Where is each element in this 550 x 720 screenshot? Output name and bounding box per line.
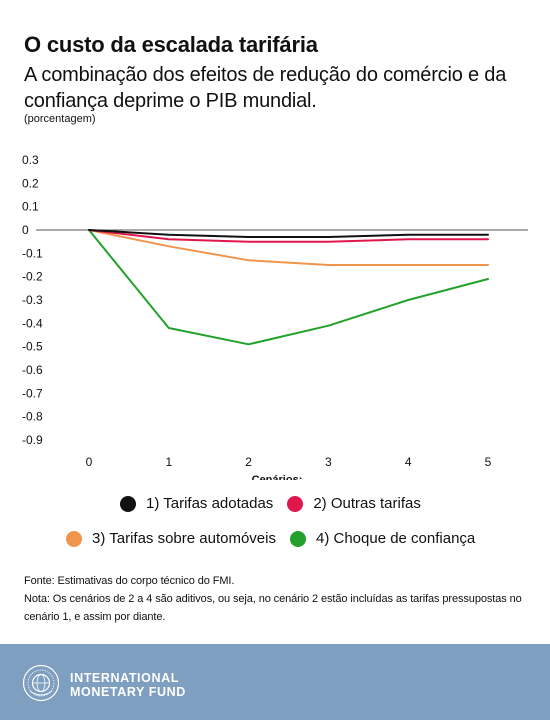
unit-label: (porcentagem) — [24, 113, 96, 125]
imf-seal-icon — [22, 664, 60, 702]
y-tick-label: -0.1 — [22, 246, 43, 260]
logo-line-2: MONETARY FUND — [70, 685, 186, 699]
chart-subtitle: A combinação dos efeitos de redução do c… — [24, 64, 507, 112]
notes: Fonte: Estimativas do corpo técnico do F… — [24, 572, 529, 626]
legend-swatch-4 — [289, 531, 306, 547]
legend-item-3: 3) Tarifas sobre automóveis — [66, 529, 276, 549]
footer-bar: INTERNATIONAL MONETARY FUND — [0, 644, 550, 720]
y-tick-label: -0.6 — [22, 363, 43, 377]
legend-swatch-3 — [66, 531, 82, 547]
chart-title: O custo da escalada tarifária — [24, 32, 318, 57]
legend-row-1: 1) Tarifas adotadas 2) Outras tarifas — [120, 494, 435, 514]
series-line-1 — [88, 229, 489, 238]
legend-label-3: 3) Tarifas sobre automóveis — [92, 530, 276, 547]
x-tick-label: 4 — [405, 455, 412, 469]
imf-logo-text: INTERNATIONAL MONETARY FUND — [70, 671, 186, 699]
y-tick-label: 0 — [22, 223, 29, 237]
y-tick-label: 0.3 — [22, 153, 39, 167]
y-tick-label: -0.3 — [22, 293, 43, 307]
legend-swatch-2 — [287, 496, 304, 512]
legend-swatch-1 — [120, 496, 136, 512]
series-line-2 — [88, 229, 489, 243]
logo-line-1: INTERNATIONAL — [70, 671, 179, 685]
footnote: Nota: Os cenários de 2 a 4 são aditivos,… — [24, 593, 522, 623]
series-line-3 — [88, 229, 489, 266]
y-tick-label: -0.7 — [22, 386, 43, 400]
y-tick-label: 0.2 — [22, 176, 39, 190]
x-tick-label: 3 — [325, 455, 332, 469]
legend-label-2: 2) Outras tarifas — [313, 495, 421, 512]
x-tick-label: 5 — [485, 455, 492, 469]
legend-item-2: 2) Outras tarifas — [287, 494, 421, 514]
legend-item-4: 4) Choque de confiança — [289, 529, 476, 549]
x-tick-label: 0 — [86, 455, 93, 469]
x-tick-label: 2 — [245, 455, 252, 469]
legend-label-4: 4) Choque de confiança — [315, 530, 476, 547]
y-tick-label: -0.8 — [22, 410, 43, 424]
y-tick-label: -0.5 — [22, 340, 43, 354]
x-tick-label: 1 — [165, 455, 172, 469]
legend-item-1: 1) Tarifas adotadas — [120, 494, 273, 514]
series-line-4 — [88, 229, 489, 346]
line-chart: 0.3 0.2 0.1 0 -0.1 -0.2 -0.3 -0.4 -0.5 -0.6 -0.7 -0… — [22, 153, 528, 480]
source-note: Fonte: Estimativas do corpo técnico do F… — [24, 575, 235, 587]
legend-row-2: 3) Tarifas sobre automóveis 4) Choque de… — [66, 529, 489, 549]
y-tick-label: 0.1 — [22, 200, 39, 214]
x-axis-label: Cenários: — [252, 474, 303, 480]
legend-label-1: 1) Tarifas adotadas — [146, 495, 274, 512]
y-tick-label: -0.9 — [22, 433, 43, 447]
y-tick-label: -0.4 — [22, 316, 43, 330]
y-tick-label: -0.2 — [22, 270, 43, 284]
